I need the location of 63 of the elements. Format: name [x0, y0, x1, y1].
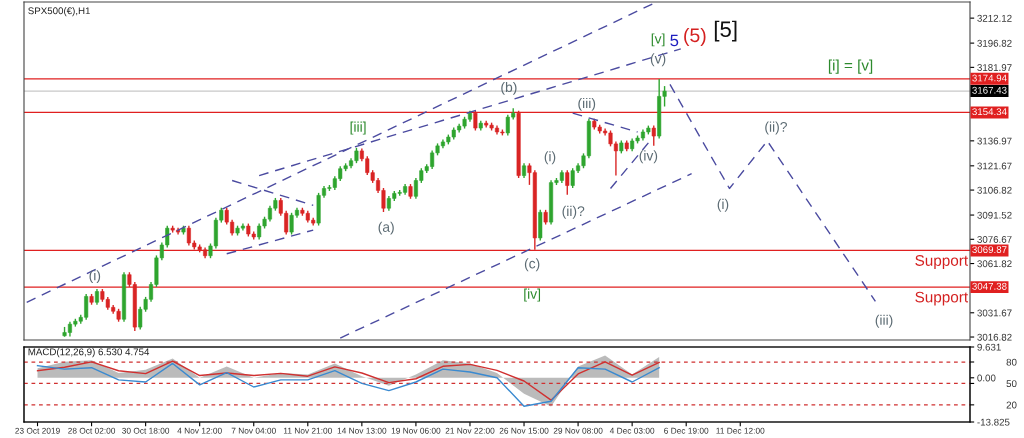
annotation: (i) [544, 151, 556, 165]
y-tick-label: 3212.12 [977, 14, 1012, 22]
candlestick [538, 209, 543, 242]
annotation: (i) [89, 270, 101, 284]
annotation: (iv) [639, 150, 658, 164]
x-tick-label: 26 Nov 15:00 [499, 427, 549, 434]
x-tick-label: 4 Dec 03:00 [609, 427, 655, 434]
x-tick-label: 6 Dec 19:00 [664, 427, 709, 434]
x-tick-label: 11 Dec 12:00 [716, 427, 765, 434]
annotation: Support [915, 291, 968, 306]
y-tick-label: 3106.82 [977, 186, 1012, 194]
ref-line-label: 3167.43 [972, 86, 1007, 94]
x-tick-label: 19 Nov 06:00 [391, 427, 441, 434]
y-tick-label: 3031.67 [977, 309, 1012, 317]
y-tick-label: 3121.67 [977, 162, 1012, 170]
annotation: [iv] [524, 288, 541, 302]
x-tick-label: 7 Nov 04:00 [231, 427, 276, 434]
y-tick-label: 9.631 [977, 343, 1001, 351]
ref-line-label: 3069.87 [972, 246, 1007, 254]
annotation: [iii] [350, 121, 366, 135]
annotation: (ii)? [765, 121, 787, 135]
annotation: (iii) [578, 97, 596, 111]
annotation: 5 [670, 34, 679, 47]
candlestick [565, 169, 570, 196]
annotation: (c) [524, 258, 540, 272]
chart-title: SPX500(€),H1 [28, 7, 90, 17]
annotation: (iii) [875, 314, 893, 328]
chart-title: MACD(12,26,9) 6.530 4.754 [28, 348, 150, 358]
y-tick-label: 0.00 [977, 374, 996, 382]
x-tick-label: 14 Nov 13:00 [337, 427, 387, 434]
y-tick-label: 3181.97 [977, 64, 1012, 71]
ref-line-label: 3154.34 [972, 108, 1007, 116]
annotation: Support [915, 255, 968, 269]
x-tick-label: 23 Oct 2019 [15, 427, 60, 434]
y2-tick-label: 50 [1006, 380, 1017, 388]
x-tick-label: 28 Oct 02:00 [68, 427, 116, 434]
y-tick-label: 3061.82 [977, 260, 1012, 268]
annotation: [i] = [v] [828, 59, 873, 74]
annotation: (b) [501, 81, 517, 95]
candlestick [651, 124, 656, 147]
ref-line-label: 3047.38 [972, 282, 1007, 290]
y-tick-label: 3196.82 [977, 39, 1012, 47]
y-tick-label: 3091.52 [977, 211, 1012, 219]
y-tick-label: 3076.67 [977, 236, 1012, 243]
x-tick-label: 11 Nov 21:00 [283, 427, 332, 434]
y-tick-label: 3136.97 [977, 137, 1012, 145]
annotation: [v] [651, 33, 665, 47]
x-tick-label: 4 Nov 12:00 [177, 427, 222, 434]
x-tick-label: 29 Nov 08:00 [553, 427, 603, 434]
y-tick-label: -13.825 [977, 418, 1010, 426]
annotation: (5) [684, 27, 706, 46]
annotation: [5] [714, 20, 737, 42]
annotation: (v) [650, 53, 666, 67]
line-series [669, 83, 877, 302]
annotation: (ii)? [562, 205, 585, 219]
ref-line-label: 3174.94 [972, 74, 1007, 82]
y-tick-label: 3016.82 [977, 333, 1012, 341]
x-tick-label: 21 Nov 22:00 [445, 427, 495, 434]
annotation: (a) [378, 221, 394, 235]
x-tick-label: 30 Oct 18:00 [122, 427, 170, 434]
annotation: (i) [717, 198, 729, 212]
y2-tick-label: 20 [1006, 401, 1017, 409]
y2-tick-label: 80 [1006, 358, 1017, 366]
